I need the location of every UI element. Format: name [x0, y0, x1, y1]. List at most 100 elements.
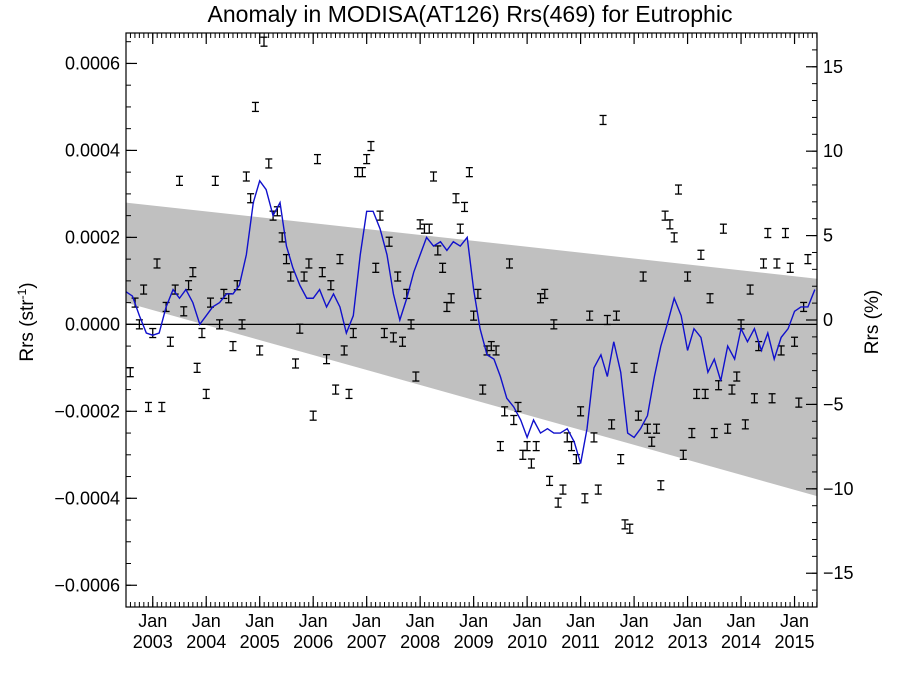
- data-point: [229, 340, 237, 352]
- data-point: [367, 140, 375, 152]
- data-point: [305, 258, 313, 269]
- data-point: [741, 419, 749, 430]
- data-point: [323, 353, 331, 365]
- data-point: [496, 440, 504, 452]
- data-point: [505, 258, 513, 269]
- data-point: [603, 314, 611, 326]
- data-point: [746, 284, 754, 295]
- data-point: [706, 293, 714, 304]
- data-point: [621, 519, 629, 530]
- data-point: [434, 245, 442, 256]
- y-tick-label: 0.0000: [65, 314, 120, 334]
- data-point: [345, 388, 353, 400]
- data-point: [661, 210, 669, 221]
- data-point: [750, 393, 758, 404]
- data-point: [372, 262, 380, 273]
- y-tick-label: −0.0004: [54, 488, 120, 508]
- data-point: [693, 388, 701, 400]
- data-point: [773, 258, 781, 269]
- x-tick-year-label: 2006: [293, 632, 333, 652]
- data-point: [242, 171, 250, 182]
- data-point: [791, 336, 799, 347]
- data-point: [653, 423, 661, 434]
- data-point: [260, 36, 268, 47]
- y2-tick-label: 0: [823, 310, 833, 330]
- data-point: [140, 284, 148, 295]
- trend-band: [126, 202, 817, 497]
- left-y-axis: 0.0006 0.0004 0.0002 0.0000 −0.0002 −0.0004 −0…: [54, 41, 137, 595]
- data-point: [594, 484, 602, 495]
- x-tick-month-label: Jan: [299, 611, 328, 631]
- data-point: [728, 384, 736, 395]
- data-point: [733, 371, 741, 382]
- x-tick-year-label: 2009: [454, 632, 494, 652]
- data-point: [256, 345, 264, 356]
- data-point: [349, 327, 357, 339]
- data-point: [251, 101, 259, 113]
- data-points: [126, 36, 812, 534]
- x-tick-year-label: 2015: [775, 632, 815, 652]
- data-point: [126, 367, 134, 378]
- data-point: [202, 388, 210, 400]
- data-point: [523, 440, 531, 452]
- data-point: [211, 175, 219, 186]
- data-point: [158, 401, 166, 413]
- y-tick-label: 0.0006: [65, 53, 120, 73]
- data-point: [577, 406, 585, 417]
- x-tick-year-label: 2011: [561, 632, 600, 652]
- data-point: [166, 336, 174, 347]
- data-point: [465, 167, 473, 178]
- x-tick-month-label: Jan: [673, 611, 702, 631]
- data-point: [416, 219, 424, 230]
- data-point: [189, 267, 197, 278]
- x-tick-month-label: Jan: [352, 611, 381, 631]
- data-point: [412, 371, 420, 382]
- data-point: [456, 223, 464, 234]
- data-point: [407, 319, 415, 330]
- data-point: [581, 493, 589, 504]
- data-point: [487, 340, 495, 352]
- x-tick-year-label: 2014: [721, 632, 761, 652]
- data-point: [630, 362, 638, 373]
- x-tick-year-label: 2008: [400, 632, 440, 652]
- data-point: [519, 449, 527, 460]
- data-point: [447, 293, 455, 304]
- data-point: [430, 171, 438, 182]
- data-point: [265, 158, 273, 169]
- data-point: [599, 114, 607, 126]
- data-point: [657, 480, 665, 491]
- x-tick-month-label: Jan: [566, 611, 595, 631]
- data-point: [536, 293, 544, 304]
- y-tick-label: −0.0002: [54, 401, 120, 421]
- data-point: [666, 219, 674, 230]
- data-point: [394, 271, 402, 282]
- data-point: [292, 358, 300, 369]
- data-point: [216, 319, 224, 330]
- y2-tick-label: 10: [823, 141, 843, 161]
- x-tick-month-label: Jan: [459, 611, 488, 631]
- data-point: [479, 384, 487, 395]
- data-point: [679, 449, 687, 460]
- data-point: [670, 232, 678, 243]
- y2-tick-label: −5: [823, 394, 844, 414]
- data-point: [701, 388, 709, 400]
- data-point: [153, 258, 161, 269]
- data-point: [617, 454, 625, 465]
- data-point: [336, 253, 344, 265]
- x-axis: Jan2003Jan2004Jan2005Jan2006Jan2007Jan20…: [125, 33, 818, 652]
- data-point: [296, 323, 304, 334]
- x-tick-year-label: 2012: [614, 632, 654, 652]
- data-point: [688, 427, 696, 439]
- x-tick-month-label: Jan: [780, 611, 809, 631]
- data-point: [198, 327, 206, 339]
- data-point: [492, 345, 500, 356]
- data-point: [532, 440, 540, 452]
- x-tick-year-label: 2003: [133, 632, 173, 652]
- data-point: [501, 406, 509, 417]
- data-point: [626, 523, 634, 534]
- data-point: [559, 484, 567, 495]
- data-point: [719, 223, 727, 234]
- data-point: [550, 319, 558, 330]
- data-point: [710, 427, 718, 439]
- data-point: [399, 336, 407, 347]
